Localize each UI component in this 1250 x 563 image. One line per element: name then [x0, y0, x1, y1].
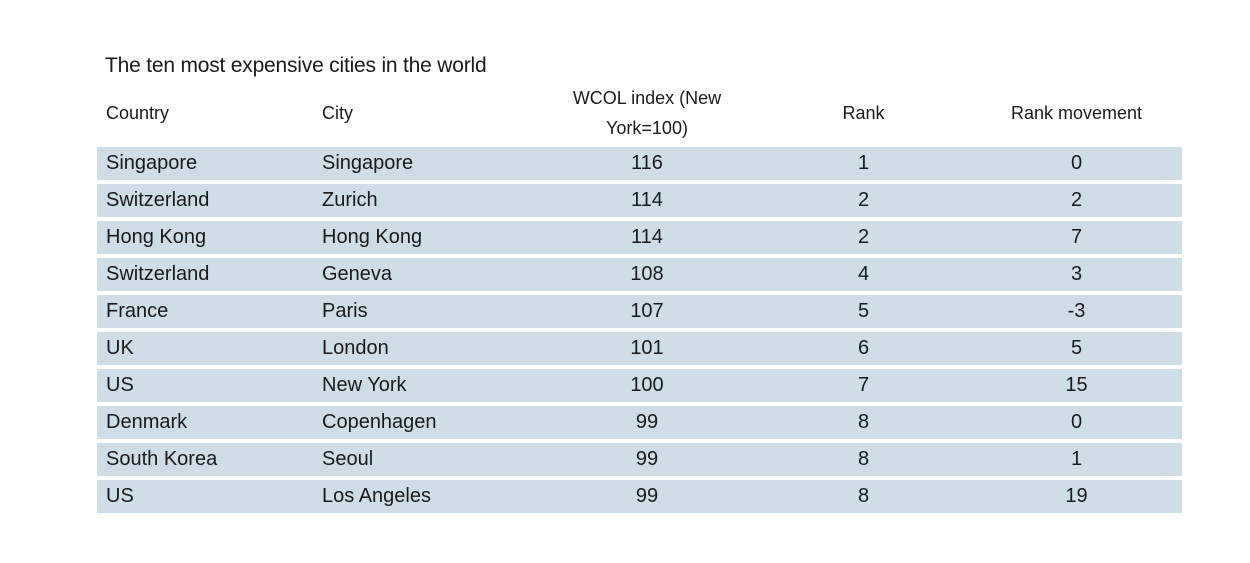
header-wcol-index: WCOL index (New York=100) — [538, 83, 756, 143]
cell-wcol-index: 101 — [538, 332, 756, 365]
cell-country: Switzerland — [97, 184, 322, 217]
cell-country: Singapore — [97, 147, 322, 180]
cell-wcol-index: 99 — [538, 406, 756, 439]
cell-city: Zurich — [322, 184, 538, 217]
cell-rank: 8 — [756, 480, 971, 513]
cell-rank: 2 — [756, 184, 971, 217]
cell-country: South Korea — [97, 443, 322, 476]
cell-city: New York — [322, 369, 538, 402]
cell-country: France — [97, 295, 322, 328]
cell-rank-movement: 0 — [971, 147, 1182, 180]
table-header: Country City WCOL index (New York=100) R… — [97, 83, 1182, 143]
cell-wcol-index: 99 — [538, 443, 756, 476]
cell-country: US — [97, 369, 322, 402]
cell-rank-movement: 2 — [971, 184, 1182, 217]
table-title: The ten most expensive cities in the wor… — [105, 54, 487, 77]
cell-rank: 1 — [756, 147, 971, 180]
cell-rank-movement: 1 — [971, 443, 1182, 476]
cell-city: Geneva — [322, 258, 538, 291]
cell-city: Seoul — [322, 443, 538, 476]
cell-wcol-index: 116 — [538, 147, 756, 180]
cell-city: Copenhagen — [322, 406, 538, 439]
cell-wcol-index: 114 — [538, 221, 756, 254]
cell-rank-movement: -3 — [971, 295, 1182, 328]
table-row: UK London 101 6 5 — [97, 332, 1182, 365]
cell-rank-movement: 15 — [971, 369, 1182, 402]
cities-table: Country City WCOL index (New York=100) R… — [97, 79, 1182, 517]
cell-wcol-index: 114 — [538, 184, 756, 217]
cell-country: UK — [97, 332, 322, 365]
cell-rank-movement: 19 — [971, 480, 1182, 513]
cell-rank: 4 — [756, 258, 971, 291]
cell-rank: 6 — [756, 332, 971, 365]
header-rank: Rank — [842, 103, 885, 123]
table-row: Denmark Copenhagen 99 8 0 — [97, 406, 1182, 439]
header-rank-movement: Rank movement — [1010, 103, 1143, 123]
table-row: US Los Angeles 99 8 19 — [97, 480, 1182, 513]
cell-city: Los Angeles — [322, 480, 538, 513]
table-row: Switzerland Geneva 108 4 3 — [97, 258, 1182, 291]
header-row: Country City WCOL index (New York=100) R… — [97, 83, 1182, 143]
cell-rank-movement: 3 — [971, 258, 1182, 291]
cell-rank: 5 — [756, 295, 971, 328]
cell-city: London — [322, 332, 538, 365]
table-row: South Korea Seoul 99 8 1 — [97, 443, 1182, 476]
cell-city: Hong Kong — [322, 221, 538, 254]
table-container: The ten most expensive cities in the wor… — [97, 52, 1182, 517]
header-wcol-label: WCOL index (New York=100) — [572, 88, 722, 138]
cell-rank: 7 — [756, 369, 971, 402]
table-row: Singapore Singapore 116 1 0 — [97, 147, 1182, 180]
cell-country: US — [97, 480, 322, 513]
cell-wcol-index: 107 — [538, 295, 756, 328]
table-row: Hong Kong Hong Kong 114 2 7 — [97, 221, 1182, 254]
cell-country: Switzerland — [97, 258, 322, 291]
cell-rank-movement: 5 — [971, 332, 1182, 365]
cell-city: Paris — [322, 295, 538, 328]
cell-city: Singapore — [322, 147, 538, 180]
cell-wcol-index: 100 — [538, 369, 756, 402]
cell-rank: 8 — [756, 443, 971, 476]
cell-country: Hong Kong — [97, 221, 322, 254]
table-row: Switzerland Zurich 114 2 2 — [97, 184, 1182, 217]
cell-rank-movement: 7 — [971, 221, 1182, 254]
header-city: City — [322, 103, 353, 123]
cell-rank-movement: 0 — [971, 406, 1182, 439]
cell-rank: 2 — [756, 221, 971, 254]
header-country: Country — [106, 103, 170, 123]
cell-country: Denmark — [97, 406, 322, 439]
table-row: US New York 100 7 15 — [97, 369, 1182, 402]
cell-wcol-index: 108 — [538, 258, 756, 291]
table-row: France Paris 107 5 -3 — [97, 295, 1182, 328]
cell-wcol-index: 99 — [538, 480, 756, 513]
cell-rank: 8 — [756, 406, 971, 439]
table-body: Singapore Singapore 116 1 0 Switzerland … — [97, 147, 1182, 513]
